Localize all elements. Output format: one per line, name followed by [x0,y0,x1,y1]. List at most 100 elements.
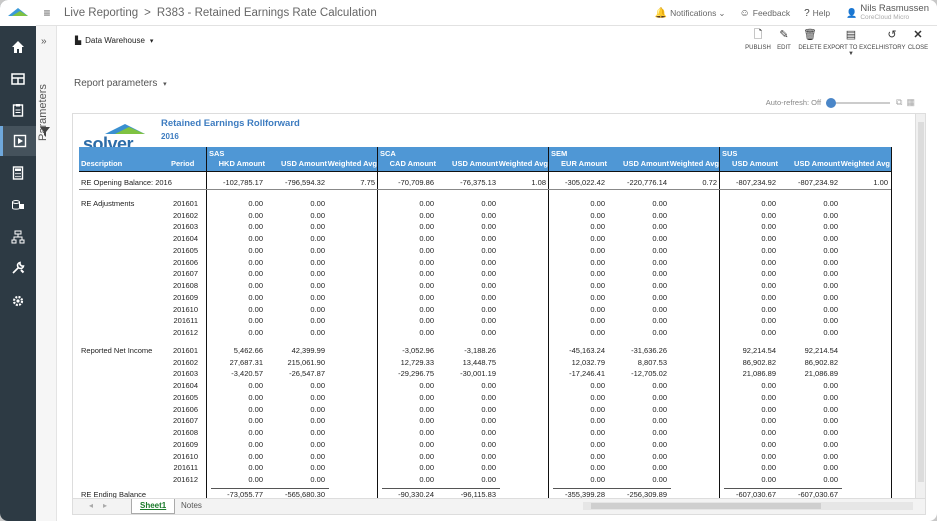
auto-refresh-control: Auto-refresh: Off ⧉ ▦ [766,97,915,108]
table-cell: 0.00 [652,463,667,473]
row-period: 201612 [172,328,198,337]
table-cell: 0.00 [652,439,667,449]
tab-notes[interactable]: Notes [181,501,202,510]
table-cell: 0.00 [823,198,838,208]
process-icon[interactable] [0,222,36,252]
settings-icon[interactable] [0,286,36,316]
scroll-left-icon[interactable]: ◂ [89,501,94,510]
table-cell: 215,061.90 [287,357,325,367]
table-cell: 0.00 [248,439,263,449]
table-cell: 0.00 [248,428,263,437]
table-cell: 0.00 [310,328,325,337]
row-period: 201602 [172,210,198,220]
table-cell: 0.00 [310,428,325,437]
filter-icon[interactable] [40,124,50,142]
export-to-excel-button[interactable]: ▤ EXPORT TO EXCEL ▼ [823,28,879,57]
table-cell: -45,163.24 [569,345,605,355]
table-cell: 0.00 [761,328,776,337]
table-cell: 0.00 [419,292,434,302]
table-cell: 0.00 [761,257,776,267]
table-cell: 0.00 [248,328,263,337]
row-description: RE Adjustments [81,198,135,208]
notifications-label: Notifications [670,8,717,18]
vertical-scroll-thumb[interactable] [918,122,924,482]
table-cell: 0.00 [310,463,325,473]
user-menu[interactable]: 👤 Nils Rasmussen CoreCloud Micro [846,4,929,22]
publish-button[interactable]: 🗋 PUBLISH [745,28,771,57]
breadcrumb-root[interactable]: Live Reporting [64,6,139,19]
table-cell: 0.00 [248,392,263,402]
table-cell: 0.00 [590,234,605,243]
data-source-selector[interactable]: ▙ Data Warehouse ▾ [75,36,153,45]
table-cell: -96,115.83 [460,489,496,498]
table-cell: 0.00 [419,316,434,326]
expand-icon[interactable]: » [41,36,47,47]
table-cell: 0.00 [823,316,838,326]
user-org: CoreCloud Micro [860,14,910,21]
auto-refresh-slider[interactable] [826,97,891,108]
entity-group-label: SAS [209,149,225,158]
horizontal-scrollbar[interactable] [583,502,913,510]
row-period: 201610 [172,451,198,461]
popout-icon[interactable]: ⧉ [896,97,903,107]
table-cell: -3,188.26 [464,345,496,355]
horizontal-scroll-thumb[interactable] [591,503,821,509]
caret-down-icon: ▾ [163,81,167,88]
parameters-panel-collapsed[interactable]: » Parameters [36,26,57,521]
table-cell: 0.00 [481,416,496,426]
tab-sheet1[interactable]: Sheet1 [131,499,176,514]
row-description: RE Ending Balance [81,489,147,498]
top-bar: ≡ Live Reporting > R383 - Retained Earning… [36,0,937,26]
home-icon[interactable] [0,32,36,62]
user-name: Nils Rasmussen [860,3,929,14]
feedback-button[interactable]: ☺ Feedback [740,8,791,19]
dashboard-icon[interactable] [0,64,36,94]
data-icon[interactable] [0,190,36,220]
table-cell: 0.00 [590,257,605,267]
clipboard-icon[interactable] [0,95,36,125]
group-divider [719,147,720,498]
edit-button[interactable]: ✎ EDIT [771,28,797,57]
grid-icon[interactable]: ▦ [906,97,915,107]
report-parameters-toggle[interactable]: Report parameters ▾ [74,78,167,89]
table-cell: 0.00 [310,381,325,390]
table-cell: 0.00 [823,245,838,255]
amount-column-header: EUR Amount [561,159,607,168]
row-period: 201606 [172,257,198,267]
table-cell: 0.00 [652,416,667,426]
table-cell: -3,420.57 [231,369,263,379]
breadcrumb-separator: > [144,6,151,19]
history-button[interactable]: ↺ HISTORY [879,28,905,57]
table-cell: 0.00 [652,222,667,232]
table-cell: 0.00 [761,439,776,449]
group-divider [206,147,207,498]
table-cell: 0.00 [310,316,325,326]
table-cell: 92,214.54 [804,345,838,355]
table-cell: -220,776.14 [626,178,667,187]
slider-knob[interactable] [826,97,837,108]
amount-column-header: CAD Amount [389,159,436,168]
table-cell: 0.00 [652,304,667,314]
calculator-icon[interactable] [0,158,36,188]
table-cell: 12,032.79 [571,357,605,367]
scroll-right-icon[interactable]: ▸ [103,501,108,510]
table-cell: 0.00 [481,269,496,279]
table-cell: 0.00 [310,416,325,426]
report-sheet: solver Retained Earnings Rollforward 201… [73,114,915,498]
table-cell: 0.00 [590,428,605,437]
menu-icon[interactable]: ≡ [43,5,51,20]
reports-icon[interactable] [0,126,36,156]
table-cell: 0.00 [652,257,667,267]
report-viewer: solver Retained Earnings Rollforward 201… [72,113,926,515]
table-cell: 0.00 [652,328,667,337]
table-cell: 0.00 [481,281,496,290]
table-cell: 0.00 [481,328,496,337]
vertical-scrollbar[interactable] [915,114,925,498]
close-button[interactable]: ✕ CLOSE [905,28,931,57]
help-button[interactable]: ? Help [804,8,830,19]
table-cell: 0.00 [481,198,496,208]
notifications-button[interactable]: 🔔 Notifications ⌄ [655,8,726,19]
row-period: 201607 [172,416,198,426]
tools-icon[interactable] [0,253,36,283]
delete-button[interactable]: 🗑 DELETE [797,28,823,57]
